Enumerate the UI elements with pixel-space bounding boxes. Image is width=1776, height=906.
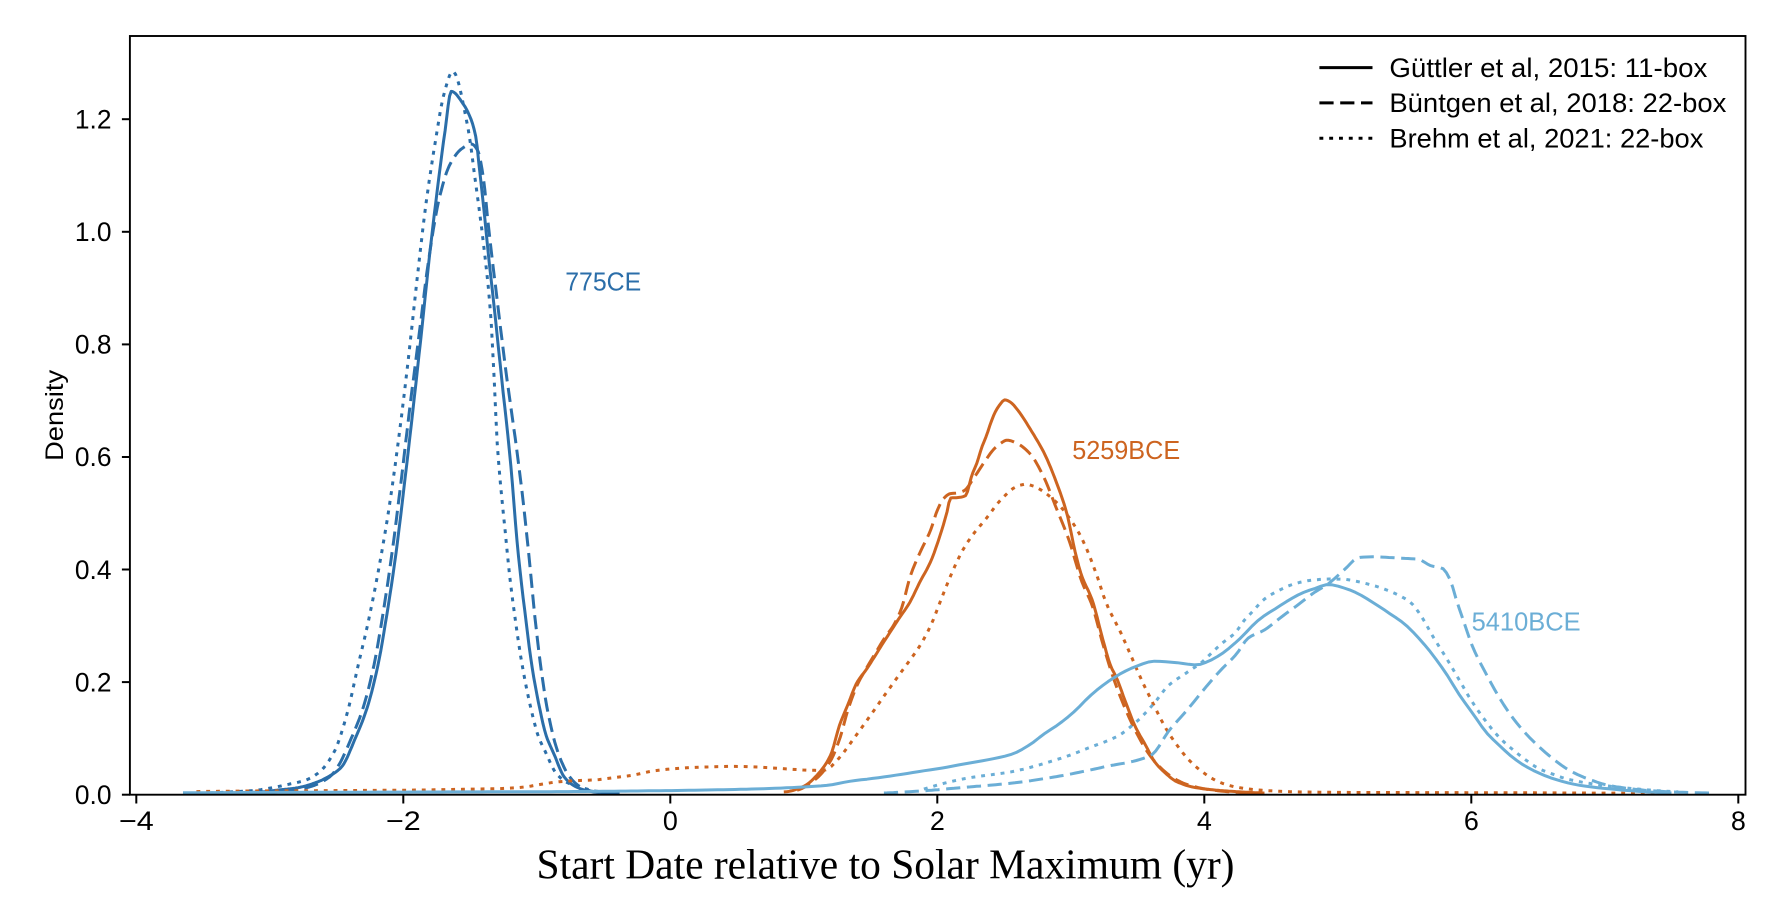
svg-text:Density: Density (41, 370, 69, 461)
svg-text:1.2: 1.2 (75, 105, 112, 135)
svg-text:4: 4 (1197, 806, 1212, 836)
svg-text:0: 0 (663, 806, 678, 836)
svg-text:Güttler et al, 2015: 11-box: Güttler et al, 2015: 11-box (1389, 53, 1708, 83)
svg-text:775CE: 775CE (565, 267, 641, 297)
svg-text:8: 8 (1731, 806, 1746, 836)
svg-text:0.6: 0.6 (75, 442, 112, 472)
svg-text:2: 2 (930, 806, 945, 836)
svg-text:5410BCE: 5410BCE (1472, 606, 1581, 636)
svg-text:0.2: 0.2 (75, 667, 112, 697)
svg-text:Start Date relative to Solar M: Start Date relative to Solar Maximum (yr… (537, 841, 1235, 888)
svg-text:0.0: 0.0 (75, 780, 112, 810)
svg-text:6: 6 (1464, 806, 1479, 836)
svg-text:0.4: 0.4 (75, 555, 112, 585)
svg-text:0.8: 0.8 (75, 330, 112, 360)
svg-text:Büntgen et al, 2018: 22-box: Büntgen et al, 2018: 22-box (1389, 88, 1727, 118)
svg-text:Brehm et al, 2021: 22-box: Brehm et al, 2021: 22-box (1389, 123, 1704, 153)
svg-text:1.0: 1.0 (75, 217, 112, 247)
svg-text:−4: −4 (119, 806, 154, 836)
svg-text:5259BCE: 5259BCE (1072, 435, 1180, 465)
svg-text:−2: −2 (386, 806, 421, 836)
